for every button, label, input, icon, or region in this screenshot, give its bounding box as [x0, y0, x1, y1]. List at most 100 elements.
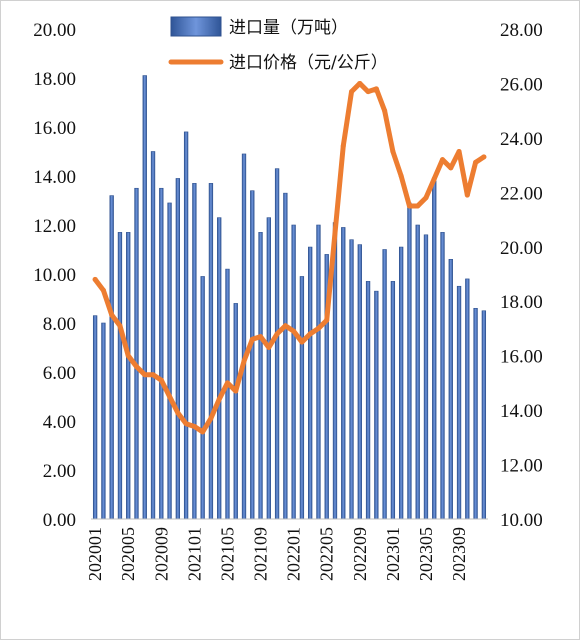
- price-point-202302: [398, 173, 404, 179]
- bar-202209: [357, 244, 362, 520]
- legend: 进口量（万吨） 进口价格（元/公斤）: [168, 16, 388, 73]
- x-tick-label: 202305: [416, 527, 436, 581]
- bar-202011: [175, 178, 180, 520]
- x-tick-label: 202301: [383, 527, 403, 581]
- price-point-202003: [109, 312, 115, 318]
- bar-202007: [142, 75, 147, 520]
- price-point-202006: [133, 364, 139, 370]
- bar-202307: [440, 232, 445, 520]
- y-left-tick-label: 6.00: [43, 363, 76, 384]
- bar-202311: [473, 307, 478, 520]
- bar-202309: [456, 285, 462, 520]
- y-right-tick-label: 14.00: [500, 401, 543, 422]
- bar-202108: [250, 190, 255, 520]
- bar-202301: [390, 281, 396, 520]
- y-right-tick-label: 20.00: [500, 238, 543, 259]
- bar-202203: [308, 246, 313, 520]
- price-point-202109: [258, 334, 264, 340]
- bar-202303: [407, 202, 412, 520]
- price-point-202202: [299, 339, 305, 345]
- price-point-202012: [183, 421, 189, 427]
- bar-202105: [225, 268, 230, 520]
- x-tick-label: 202105: [217, 527, 237, 581]
- bar-202102: [200, 276, 205, 520]
- bar-202103: [208, 183, 214, 520]
- price-point-202209: [357, 80, 363, 86]
- bar-202210: [365, 281, 371, 520]
- price-point-202008: [150, 372, 156, 378]
- price-point-202310: [464, 192, 470, 198]
- bar-202211: [374, 290, 379, 520]
- price-point-202108: [249, 336, 255, 342]
- price-point-202001: [92, 276, 98, 282]
- price-point-202204: [315, 325, 321, 331]
- x-tick-label: 202009: [151, 527, 171, 581]
- price-point-202304: [415, 203, 421, 209]
- line-series-import-price: [92, 80, 487, 435]
- bar-202308: [448, 258, 453, 520]
- price-point-202309: [456, 149, 462, 154]
- price-point-202201: [291, 328, 297, 334]
- legend-label-import-price: 进口价格（元/公斤）: [229, 53, 388, 73]
- bar-202004: [117, 232, 123, 520]
- price-point-202311: [473, 159, 479, 165]
- bar-series-import-volume: [92, 75, 487, 520]
- bar-202101: [192, 183, 197, 520]
- bar-202006: [134, 187, 139, 520]
- price-point-202101: [191, 423, 197, 429]
- price-point-202306: [431, 176, 437, 182]
- bar-202202: [299, 276, 305, 520]
- bar-202310: [465, 278, 470, 520]
- x-tick-label: 202205: [317, 527, 337, 581]
- bar-202001: [92, 315, 98, 520]
- price-point-202308: [448, 165, 454, 171]
- bar-202106: [233, 303, 238, 520]
- price-point-202009: [158, 377, 164, 383]
- x-tick-label: 202309: [449, 527, 469, 581]
- x-tick-label: 202201: [284, 527, 304, 581]
- price-point-202102: [200, 429, 206, 435]
- price-point-202110: [266, 345, 272, 350]
- y-left-tick-label: 20.00: [33, 20, 76, 41]
- price-point-202107: [241, 358, 247, 364]
- price-point-202005: [125, 353, 131, 359]
- y-left-tick-label: 12.00: [33, 216, 76, 237]
- price-point-202111: [274, 331, 280, 337]
- y-right-tick-label: 10.00: [500, 510, 543, 531]
- bar-202201: [291, 224, 296, 520]
- x-tick-label: 202109: [251, 527, 271, 581]
- y-right-tick-label: 16.00: [500, 347, 543, 368]
- bar-202111: [274, 168, 280, 520]
- y-right-tick-label: 12.00: [500, 456, 543, 477]
- legend-label-import-volume: 进口量（万吨）: [229, 18, 348, 38]
- bar-202306: [432, 180, 437, 520]
- bar-202005: [126, 232, 131, 520]
- y-left-tick-label: 0.00: [43, 510, 76, 531]
- y-left-tick-label: 4.00: [43, 412, 76, 433]
- y-left-tick-label: 18.00: [33, 69, 76, 90]
- bar-202304: [415, 224, 420, 520]
- y-left-tick-label: 14.00: [33, 167, 76, 188]
- price-point-202103: [208, 415, 214, 421]
- bar-202010: [167, 202, 172, 520]
- y-right-tick-label: 18.00: [500, 292, 543, 313]
- bar-202002: [101, 322, 106, 520]
- bar-202302: [398, 246, 404, 520]
- price-point-202210: [365, 89, 371, 95]
- price-point-202208: [349, 89, 355, 95]
- price-point-202207: [340, 143, 346, 149]
- price-point-202002: [100, 287, 106, 293]
- legend-swatch-import-volume: [170, 16, 222, 37]
- price-point-202205: [324, 317, 330, 323]
- x-tick-label: 202101: [184, 527, 204, 581]
- y-left-tick-label: 16.00: [33, 118, 76, 139]
- price-point-202104: [216, 396, 222, 402]
- price-point-202303: [406, 203, 412, 209]
- y-left-tick-label: 2.00: [43, 461, 76, 482]
- y-right-tick-label: 28.00: [500, 20, 543, 41]
- y-left-tick-label: 8.00: [43, 314, 76, 335]
- y-right-tick-label: 26.00: [500, 74, 543, 95]
- y-axis-left: 0.00 2.00 4.00 6.00 8.00 10.00 12.00 14.00 16.00…: [33, 20, 76, 531]
- price-point-202305: [423, 195, 429, 201]
- bar-202008: [150, 151, 156, 520]
